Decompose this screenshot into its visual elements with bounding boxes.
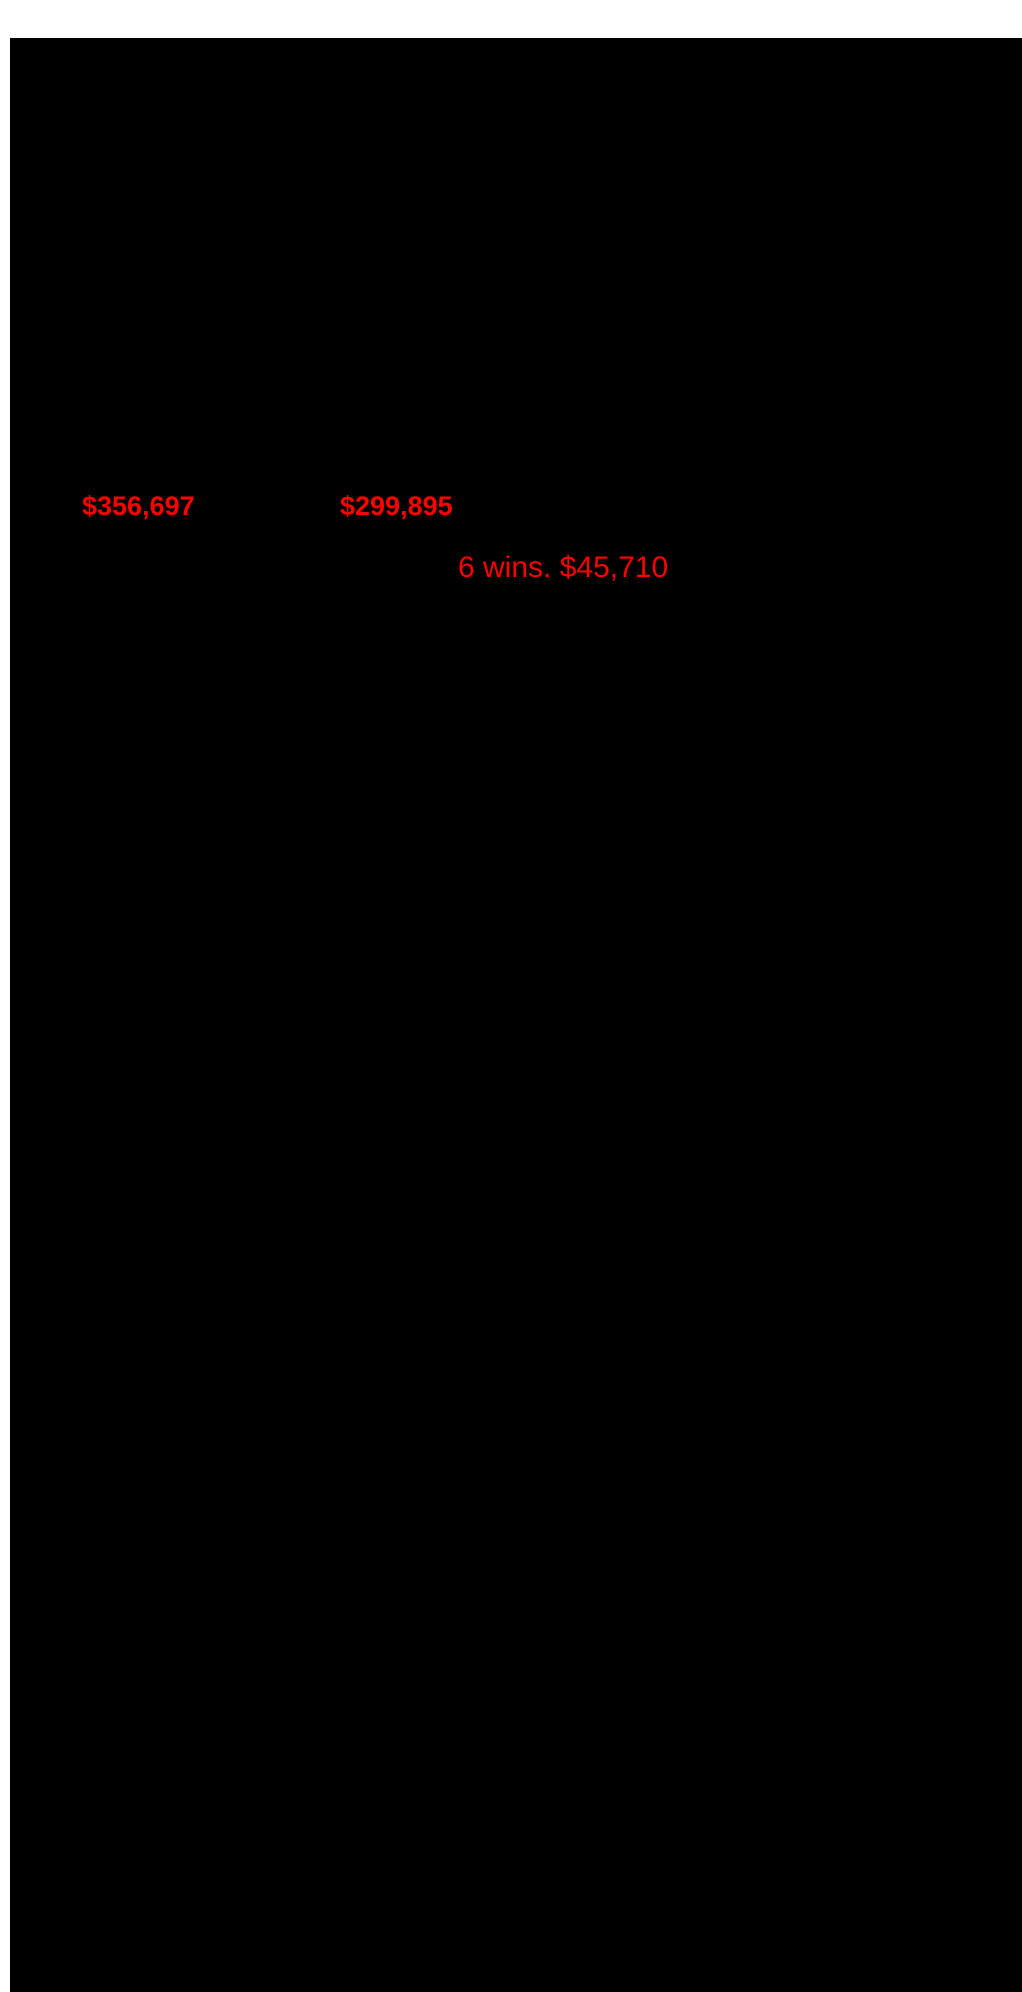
wins-summary-label: 6 wins. $45,710 <box>458 551 669 584</box>
amount-label-left: $356,697 <box>82 491 195 521</box>
content-panel: $356,697 $299,895 6 wins. $45,710 <box>10 38 1022 1992</box>
amount-label-right: $299,895 <box>340 491 453 521</box>
